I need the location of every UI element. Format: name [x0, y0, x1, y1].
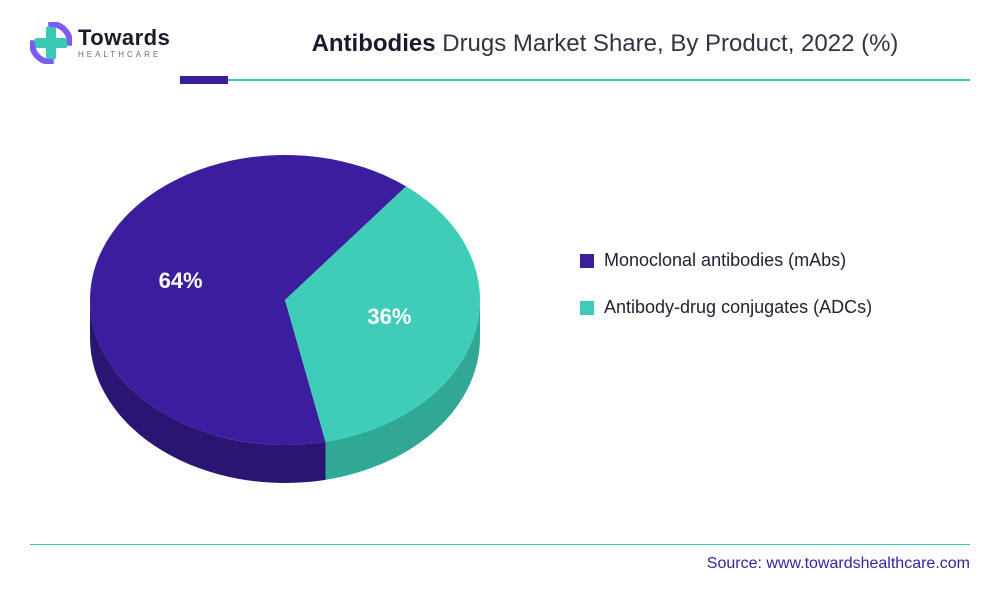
title-bold: Antibodies — [312, 30, 436, 57]
logo-sub: HEALTHCARE — [78, 51, 170, 59]
legend-swatch-1 — [580, 301, 594, 315]
source-footer: Source: www.towardshealthcare.com — [30, 544, 970, 573]
divider-line — [228, 79, 970, 81]
legend-item-0: Monoclonal antibodies (mAbs) — [580, 250, 872, 271]
legend-label-1: Antibody-drug conjugates (ADCs) — [604, 297, 872, 318]
legend: Monoclonal antibodies (mAbs) Antibody-dr… — [580, 250, 872, 318]
legend-label-0: Monoclonal antibodies (mAbs) — [604, 250, 846, 271]
logo-mark-icon — [30, 22, 72, 64]
legend-item-1: Antibody-drug conjugates (ADCs) — [580, 297, 872, 318]
logo: Towards HEALTHCARE — [30, 22, 170, 64]
source-text: Source: www.towardshealthcare.com — [707, 555, 970, 572]
title-divider — [180, 76, 970, 84]
divider-accent — [180, 76, 228, 84]
slice-label-1: 36% — [367, 304, 411, 330]
slice-label-0: 64% — [159, 268, 203, 294]
legend-swatch-0 — [580, 254, 594, 268]
logo-main: Towards — [78, 27, 170, 49]
title-rest: Drugs Market Share, By Product, 2022 (%) — [436, 30, 899, 57]
chart-title: Antibodies Drugs Market Share, By Produc… — [240, 30, 970, 58]
pie-chart: 64% 36% — [70, 130, 500, 490]
logo-text: Towards HEALTHCARE — [78, 27, 170, 59]
